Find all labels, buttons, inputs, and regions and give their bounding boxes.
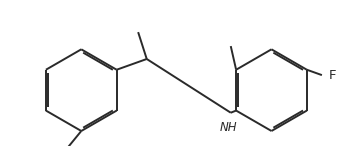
Text: F: F — [328, 69, 336, 82]
Text: NH: NH — [220, 121, 237, 134]
